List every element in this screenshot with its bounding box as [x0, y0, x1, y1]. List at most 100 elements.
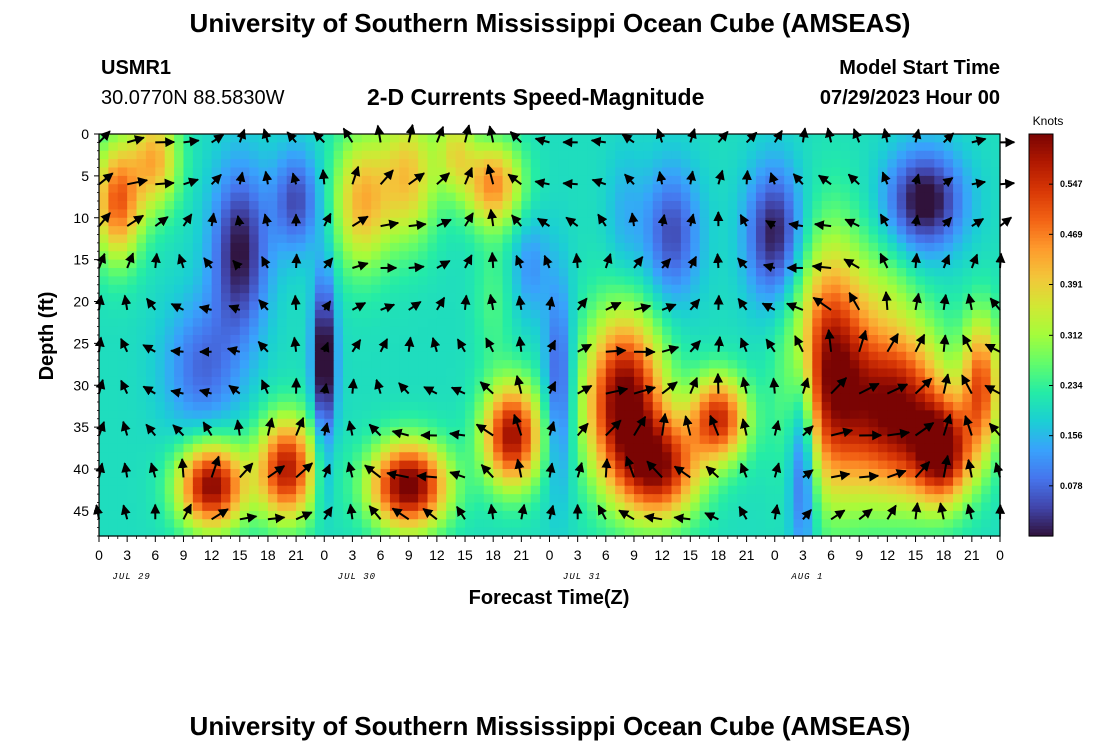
heat-cell	[155, 452, 166, 462]
heat-cell	[793, 376, 804, 386]
heat-cell	[887, 293, 898, 303]
heat-cell	[371, 477, 382, 487]
heat-cell	[680, 217, 691, 227]
heat-cell	[680, 159, 691, 169]
heat-cell	[831, 527, 842, 537]
heat-cell	[868, 242, 879, 252]
current-arrow	[939, 334, 950, 352]
heat-cell	[924, 134, 935, 143]
heat-cell	[305, 410, 316, 420]
heat-cell	[718, 217, 729, 227]
heat-cell	[267, 351, 278, 361]
heat-cell	[286, 226, 297, 236]
heat-cell	[267, 393, 278, 403]
heat-cell	[155, 209, 166, 219]
heat-cell	[652, 150, 663, 160]
current-arrow	[739, 214, 750, 227]
heat-cell	[446, 251, 457, 261]
heat-cell	[136, 201, 147, 210]
heat-cell	[145, 242, 156, 252]
heat-cell	[174, 435, 185, 445]
heat-cell	[183, 150, 194, 160]
heat-cell	[296, 460, 307, 470]
heat-cell	[352, 251, 363, 261]
heat-cell	[859, 293, 870, 303]
heat-cell	[624, 226, 635, 236]
heat-cell	[296, 175, 307, 185]
heat-cell	[333, 402, 344, 411]
heat-cell	[859, 443, 870, 453]
heat-cell	[896, 284, 907, 294]
heat-cell	[765, 318, 776, 328]
heat-cell	[690, 309, 701, 319]
heat-cell	[549, 268, 560, 277]
heat-cell	[418, 393, 429, 403]
heat-cell	[192, 150, 203, 160]
heat-cell	[990, 259, 1001, 269]
heat-cell	[380, 268, 391, 277]
heat-cell	[821, 167, 832, 177]
heat-cell	[436, 385, 447, 395]
heat-cell	[174, 284, 185, 294]
heat-cell	[436, 460, 447, 470]
heat-cell	[296, 234, 307, 244]
heat-cell	[127, 201, 138, 210]
heat-cell	[633, 502, 644, 512]
heat-cell	[549, 477, 560, 487]
current-arrow	[911, 128, 922, 143]
heat-cell	[774, 167, 785, 177]
heat-cell	[549, 494, 560, 504]
heat-cell	[587, 326, 598, 336]
heat-cell	[183, 142, 194, 152]
heat-cell	[680, 276, 691, 286]
heat-cell	[962, 452, 973, 462]
heat-cell	[174, 519, 185, 529]
heat-cell	[887, 159, 898, 169]
heat-cell	[474, 234, 485, 244]
heat-cell	[211, 284, 222, 294]
heat-cell	[896, 142, 907, 152]
heat-cell	[699, 167, 710, 177]
heat-cell	[164, 519, 175, 529]
heat-cell	[371, 460, 382, 470]
heat-cell	[934, 192, 945, 202]
heat-cell	[371, 452, 382, 462]
current-arrow	[673, 513, 691, 524]
heat-cell	[793, 184, 804, 194]
heat-cell	[680, 435, 691, 445]
heat-cell	[812, 427, 823, 437]
heat-cell	[493, 251, 504, 261]
heat-cell	[127, 268, 138, 277]
heat-cell	[821, 234, 832, 244]
heat-cell	[465, 284, 476, 294]
heat-cell	[136, 360, 147, 370]
heat-cell	[615, 309, 626, 319]
current-arrow	[565, 216, 579, 227]
heat-cell	[446, 150, 457, 160]
heat-cell	[877, 376, 888, 386]
heat-cell	[239, 368, 250, 378]
current-arrow	[714, 335, 724, 352]
heat-cell	[333, 351, 344, 361]
heat-cell	[230, 175, 241, 185]
heat-cell	[746, 443, 757, 453]
heat-cell	[145, 335, 156, 344]
current-arrow	[602, 253, 613, 269]
current-arrow	[628, 212, 639, 227]
heat-cell	[934, 427, 945, 437]
heat-cell	[981, 376, 992, 386]
heat-cell	[812, 510, 823, 520]
heat-cell	[314, 217, 325, 227]
heat-cell	[868, 276, 879, 286]
heat-cell	[521, 134, 532, 143]
heat-cell	[389, 460, 400, 470]
heat-cell	[849, 201, 860, 210]
current-arrow	[350, 165, 361, 185]
heat-cell	[521, 259, 532, 269]
heat-cell	[840, 142, 851, 152]
heat-cell	[727, 435, 738, 445]
heat-cell	[530, 418, 541, 428]
heat-cell	[587, 293, 598, 303]
heat-cell	[361, 167, 372, 177]
heat-cell	[549, 326, 560, 336]
